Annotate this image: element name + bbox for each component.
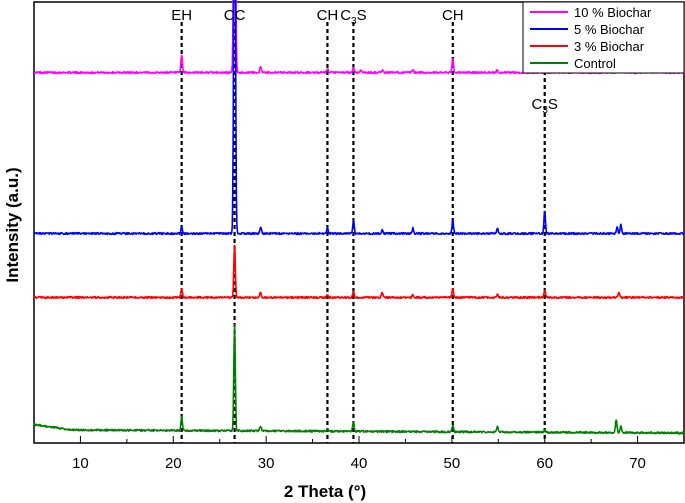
x-tick-label: 50 (444, 455, 461, 472)
peak-label-2: CH (317, 7, 339, 24)
peak-label-0: EH (171, 7, 192, 24)
x-tick-label: 60 (536, 455, 553, 472)
x-tick-label: 70 (629, 455, 646, 472)
legend-label-1: 5 % Biochar (574, 22, 645, 37)
legend-box (522, 1, 685, 74)
peak-label-4: CH (442, 7, 464, 24)
peak-label-3: C3S (340, 7, 366, 27)
x-axis-ticks: 10 20 30 40 50 60 70 (33, 436, 685, 472)
reference-lines (180, 22, 546, 443)
x-axis-title: 2 Theta (°) (284, 482, 366, 501)
legend-label-0: 10 % Biochar (574, 5, 652, 20)
x-tick-label: 10 (72, 455, 89, 472)
series-line-2 (33, 244, 685, 300)
legend-label-2: 3 % Biochar (574, 39, 645, 54)
legend: 10 % Biochar 5 % Biochar 3 % Biochar Contro… (522, 1, 685, 74)
x-tick-label: 30 (258, 455, 275, 472)
peak-label-5: C3S (532, 96, 558, 116)
series-line-1 (33, 0, 685, 236)
x-tick-label: 20 (165, 455, 182, 472)
peak-label-1: CC (224, 7, 246, 24)
x-tick-label: 40 (351, 455, 368, 472)
series-line-3 (33, 323, 685, 435)
plot-area (33, 1, 685, 444)
y-axis-title: Intensity (a.u.) (3, 167, 22, 282)
legend-label-3: Control (574, 56, 616, 71)
